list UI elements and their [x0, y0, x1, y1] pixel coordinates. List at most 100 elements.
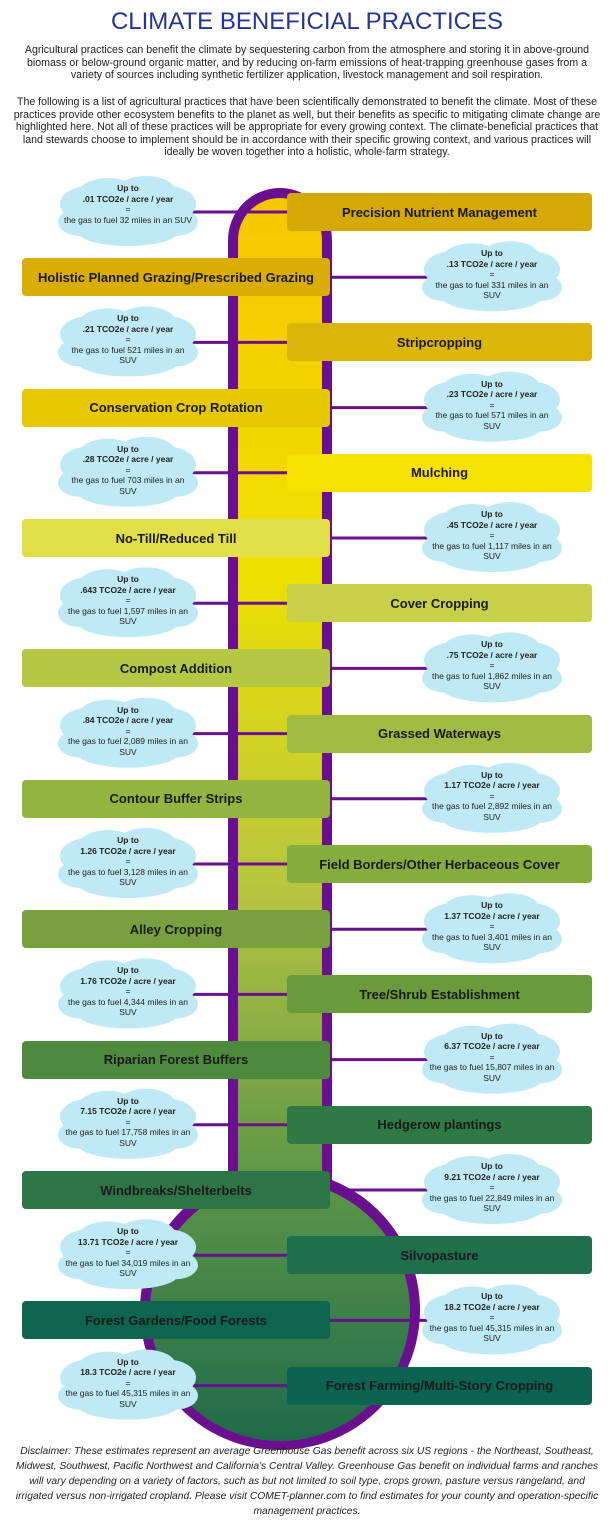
cloud-text: Up to 1.17 TCO2e / acre / year = the gas to… [427, 770, 557, 823]
equals: = [125, 856, 131, 866]
cloud-part [480, 1023, 540, 1056]
amount: 1.37 TCO2e / acre / year [444, 910, 540, 921]
cloud [58, 436, 198, 507]
equivalent: the gas to fuel 703 miles in an SUV [71, 475, 185, 496]
cloud [58, 697, 198, 768]
equivalent: the gas to fuel 15,807 miles in an SUV [429, 1062, 555, 1083]
cloud-part [480, 1284, 540, 1317]
amount: 13.71 TCO2e / acre / year [77, 1236, 179, 1247]
up-to: Up to [481, 769, 503, 780]
cloud-text: Up to .21 TCO2e / acre / year = the gas to … [63, 313, 193, 366]
practice-box: Stripcropping [287, 323, 592, 362]
practice-name: Riparian Forest Buffers [103, 1052, 249, 1068]
equals: = [125, 334, 131, 345]
cloud [422, 371, 562, 442]
amount: 18.3 TCO2e / acre / year [80, 1367, 176, 1378]
practice-box: Alley Cropping [22, 910, 330, 949]
cloud-part [78, 1000, 178, 1029]
equivalent: the gas to fuel 17,758 miles in an SUV [65, 1127, 191, 1148]
practice-name: No-Till/Reduced Till [115, 530, 237, 546]
up-to: Up to [481, 248, 503, 259]
cloud [422, 241, 562, 312]
cloud-part [116, 567, 176, 600]
amount: .21 TCO2e / acre / year [82, 323, 174, 334]
up-to: Up to [481, 1030, 503, 1041]
practice-box: Forest Gardens/Food Forests [22, 1301, 330, 1340]
equivalent: the gas to fuel 22,849 miles in an SUV [429, 1192, 555, 1214]
equivalent: the gas to fuel 521 miles in an SUV [71, 344, 185, 366]
equals: = [489, 921, 495, 932]
practice-box: Contour Buffer Strips [22, 779, 330, 818]
practice-name: Alley Cropping [129, 921, 223, 937]
cloud-part [480, 632, 540, 665]
cloud-text: Up to 1.26 TCO2e / acre / year = the gas to… [63, 835, 193, 888]
cloud-text: Up to .643 TCO2e / acre / year = the gas to… [63, 574, 193, 627]
practice-name: Cover Cropping [390, 595, 489, 611]
cloud-part [116, 697, 176, 730]
practice-box: Hedgerow plantings [287, 1105, 592, 1144]
practice-name: Holistic Planned Grazing/Prescribed Graz… [38, 269, 314, 285]
up-to: Up to [481, 378, 503, 389]
practice-box: Riparian Forest Buffers [22, 1040, 330, 1079]
practice-box: Precision Nutrient Management [287, 193, 592, 231]
practice-box: Compost Addition [22, 649, 330, 688]
cloud [422, 1154, 562, 1224]
practice-name: Forest Farming/Multi-Story Cropping [325, 1378, 554, 1394]
intro-paragraph: Agricultural practices can benefit the c… [24, 44, 590, 82]
equivalent: the gas to fuel 1,597 miles in an SUV [67, 605, 189, 627]
equals: = [489, 660, 495, 671]
cloud-text: Up to 7.15 TCO2e / acre / year = the gas to… [63, 1096, 193, 1149]
cloud-part [442, 804, 542, 833]
up-to: Up to [117, 1095, 139, 1106]
equals: = [125, 1247, 131, 1258]
cloud-text: Up to 18.3 TCO2e / acre / year = the gas to… [63, 1357, 193, 1410]
cloud-part [442, 413, 542, 442]
cloud-part [480, 241, 540, 274]
equals: = [125, 595, 131, 606]
up-to: Up to [117, 835, 139, 845]
equals: = [489, 269, 495, 280]
up-to: Up to [481, 1291, 503, 1302]
amount: 1.26 TCO2e / acre / year [80, 845, 176, 856]
cloud-part [78, 218, 178, 246]
practice-box: Grassed Waterways [287, 714, 592, 753]
cloud [422, 1284, 562, 1355]
practice-box: Forest Farming/Multi-Story Cropping [287, 1366, 592, 1405]
cloud-part [480, 502, 540, 534]
equivalent: the gas to fuel 1,862 miles in an SUV [431, 670, 553, 692]
amount: 7.15 TCO2e / acre / year [80, 1106, 176, 1117]
amount: .28 TCO2e / acre / year [82, 454, 174, 465]
cloud-part [442, 674, 542, 703]
cloud-part [116, 958, 176, 991]
cloud-part [442, 1196, 542, 1224]
cloud-text: Up to .28 TCO2e / acre / year = the gas to … [63, 444, 193, 497]
intro-paragraph: The following is a list of agricultural … [13, 96, 601, 159]
cloud-part [480, 893, 540, 926]
up-to: Up to [117, 1226, 139, 1237]
amount: 1.76 TCO2e / acre / year [80, 975, 176, 986]
disclaimer: Disclaimer: These estimates represent an… [15, 1446, 599, 1517]
cloud-part [442, 1065, 542, 1094]
cloud-part [480, 371, 540, 404]
practice-name: Field Borders/Other Herbaceous Cover [319, 856, 560, 872]
up-to: Up to [117, 1356, 139, 1367]
cloud-text: Up to .01 TCO2e / acre / year = the gas to … [63, 183, 193, 225]
cloud-text: Up to .13 TCO2e / acre / year = the gas to … [427, 248, 557, 301]
practice-name: Forest Gardens/Food Forests [84, 1312, 268, 1328]
amount: .45 TCO2e / acre / year [446, 519, 538, 530]
cloud-text: Up to .23 TCO2e / acre / year = the gas to … [427, 379, 557, 432]
up-to: Up to [117, 183, 139, 193]
cloud [58, 1219, 198, 1290]
practice-name: Precision Nutrient Management [341, 204, 538, 220]
equivalent: the gas to fuel 4,344 miles in an SUV [67, 996, 189, 1018]
equivalent: the gas to fuel 2,089 miles in an SUV [67, 736, 189, 757]
equivalent: the gas to fuel 1,117 miles in an SUV [432, 540, 552, 562]
practice-name: Stripcropping [396, 334, 483, 350]
equals: = [125, 464, 131, 475]
up-to: Up to [481, 900, 503, 911]
cloud-part [442, 544, 542, 572]
amount: .23 TCO2e / acre / year [446, 389, 538, 400]
amount: 6.37 TCO2e / acre / year [444, 1041, 540, 1052]
amount: .01 TCO2e / acre / year [82, 193, 174, 204]
